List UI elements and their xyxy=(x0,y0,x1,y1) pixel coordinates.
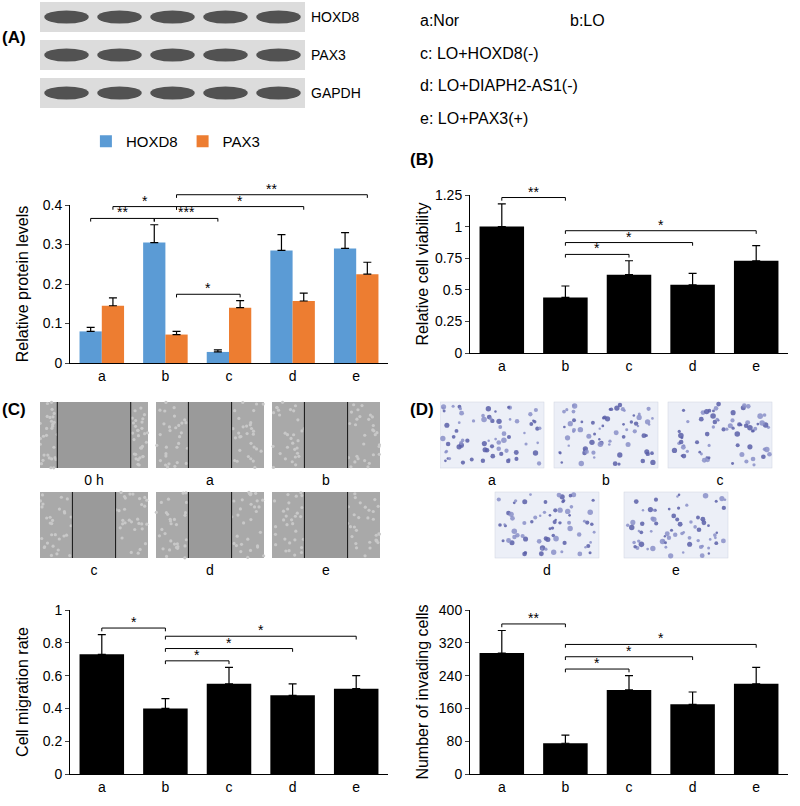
svg-text:*: * xyxy=(237,193,243,209)
svg-text:0.25: 0.25 xyxy=(435,313,462,329)
svg-text:0: 0 xyxy=(54,355,62,371)
svg-text:*: * xyxy=(658,630,664,646)
svg-text:0.5: 0.5 xyxy=(443,282,463,298)
html-text:b:LO: b:LO xyxy=(570,12,605,29)
svg-text:a: a xyxy=(98,779,106,795)
svg-text:*: * xyxy=(658,217,664,233)
svg-text:**: ** xyxy=(266,181,277,197)
svg-text:**: ** xyxy=(528,184,539,200)
svg-text:0.8: 0.8 xyxy=(43,635,63,651)
svg-text:HOXD8: HOXD8 xyxy=(126,133,178,150)
svg-text:**: ** xyxy=(528,610,539,626)
svg-text:b: b xyxy=(322,472,330,488)
svg-text:Number of invading cells: Number of invading cells xyxy=(414,604,431,779)
html-text:d: LO+DIAPH2-AS1(-): d: LO+DIAPH2-AS1(-) xyxy=(420,77,578,94)
svg-text:GAPDH: GAPDH xyxy=(311,85,361,101)
svg-text:240: 240 xyxy=(439,668,463,684)
html-text:c: LO+HOXD8(-): c: LO+HOXD8(-) xyxy=(420,44,539,62)
svg-text:0.3: 0.3 xyxy=(43,236,63,252)
svg-text:0.2: 0.2 xyxy=(43,276,63,292)
svg-text:Relative cell viability: Relative cell viability xyxy=(414,202,431,345)
svg-text:0: 0 xyxy=(54,766,62,782)
svg-text:0.6: 0.6 xyxy=(43,668,63,684)
svg-text:*: * xyxy=(594,655,600,671)
svg-text:0 h: 0 h xyxy=(84,472,103,488)
svg-text:0.4: 0.4 xyxy=(43,700,63,716)
svg-text:d: d xyxy=(689,358,697,374)
svg-text:0.2: 0.2 xyxy=(43,733,63,749)
svg-text:**: ** xyxy=(117,204,128,220)
html-text:(C): (C) xyxy=(2,400,26,419)
svg-text:80: 80 xyxy=(447,733,463,749)
svg-text:0.75: 0.75 xyxy=(435,250,462,266)
svg-text:160: 160 xyxy=(439,700,463,716)
svg-text:0.4: 0.4 xyxy=(43,197,63,213)
svg-text:*: * xyxy=(626,643,632,659)
svg-text:c: c xyxy=(226,368,233,384)
svg-text:*: * xyxy=(258,622,264,638)
svg-text:a: a xyxy=(206,472,214,488)
svg-text:d: d xyxy=(689,779,697,795)
svg-text:*: * xyxy=(626,229,632,245)
svg-text:*: * xyxy=(131,614,137,630)
html-text:(B): (B) xyxy=(410,150,434,169)
svg-text:0: 0 xyxy=(454,766,462,782)
svg-text:b: b xyxy=(162,368,170,384)
svg-text:1.25: 1.25 xyxy=(435,187,462,203)
html-text:(A): (A) xyxy=(2,28,26,47)
svg-text:a: a xyxy=(98,368,106,384)
svg-text:e: e xyxy=(752,779,760,795)
svg-text:e: e xyxy=(322,562,330,578)
svg-text:*: * xyxy=(594,240,600,256)
svg-text:320: 320 xyxy=(439,635,463,651)
svg-text:c: c xyxy=(717,472,724,488)
svg-text:d: d xyxy=(289,779,297,795)
svg-text:b: b xyxy=(562,358,570,374)
svg-text:*: * xyxy=(194,647,200,663)
html-text:(D): (D) xyxy=(410,400,434,419)
svg-text:d: d xyxy=(543,562,551,578)
svg-text:c: c xyxy=(626,779,633,795)
svg-text:Cell migration rate: Cell migration rate xyxy=(14,627,31,757)
svg-text:a: a xyxy=(498,779,506,795)
svg-text:0: 0 xyxy=(454,345,462,361)
svg-text:a: a xyxy=(498,358,506,374)
svg-text:e: e xyxy=(352,779,360,795)
svg-text:e: e xyxy=(672,562,680,578)
svg-text:PAX3: PAX3 xyxy=(223,133,260,150)
svg-text:0.1: 0.1 xyxy=(43,315,63,331)
svg-text:a: a xyxy=(488,472,496,488)
svg-text:c: c xyxy=(626,358,633,374)
svg-text:c: c xyxy=(91,562,98,578)
svg-text:e: e xyxy=(752,358,760,374)
svg-text:*: * xyxy=(226,635,232,651)
svg-text:PAX3: PAX3 xyxy=(311,47,346,63)
svg-text:b: b xyxy=(162,779,170,795)
html-text:e: LO+PAX3(+): e: LO+PAX3(+) xyxy=(420,109,529,127)
svg-text:400: 400 xyxy=(439,602,463,618)
svg-text:***: *** xyxy=(178,204,195,220)
svg-text:*: * xyxy=(205,280,211,296)
svg-text:Relative protein levels: Relative protein levels xyxy=(14,206,31,363)
svg-text:d: d xyxy=(289,368,297,384)
html-text:a:Nor: a:Nor xyxy=(420,12,460,29)
svg-text:b: b xyxy=(562,779,570,795)
svg-text:e: e xyxy=(352,368,360,384)
svg-text:b: b xyxy=(602,472,610,488)
svg-text:c: c xyxy=(226,779,233,795)
svg-text:1: 1 xyxy=(454,219,462,235)
svg-text:*: * xyxy=(142,193,148,209)
svg-text:d: d xyxy=(206,562,214,578)
svg-text:1: 1 xyxy=(54,602,62,618)
svg-text:HOXD8: HOXD8 xyxy=(311,9,359,25)
